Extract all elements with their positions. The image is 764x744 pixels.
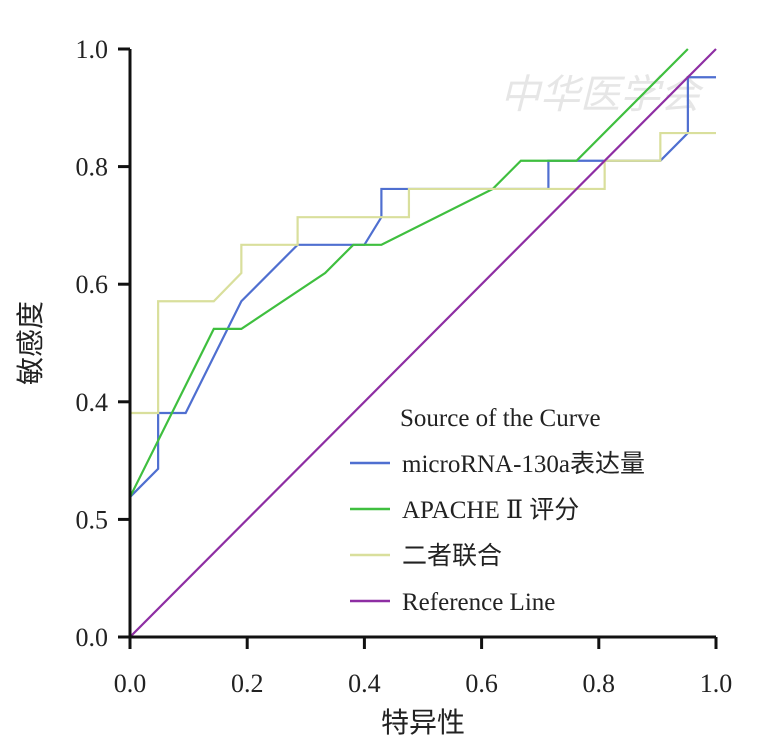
x-tick-label: 0.4 xyxy=(348,669,381,698)
legend-entry-1: APACHE Ⅱ 评分 xyxy=(402,496,579,524)
y-tick-label: 0.0 xyxy=(76,623,109,652)
x-tick-label: 1.0 xyxy=(700,669,733,698)
y-tick-label: 1.0 xyxy=(76,35,109,64)
axes: 0.0 0.2 0.4 0.6 0.8 1.0 0.0 0.5 0.4 0.6 0.8 1.0 xyxy=(76,35,733,698)
series-group xyxy=(129,48,717,638)
series-line-0 xyxy=(129,76,716,498)
y-tick-label: 0.4 xyxy=(76,388,109,417)
y-axis-title: 敏感度 xyxy=(14,301,47,385)
series-line-2 xyxy=(130,131,716,415)
series-line-3 xyxy=(129,48,717,638)
x-axis-title: 特异性 xyxy=(381,706,465,739)
y-tick-label: 0.6 xyxy=(76,270,109,299)
legend-entry-3: Reference Line xyxy=(402,589,555,616)
x-tick-label: 0.6 xyxy=(465,669,498,698)
legend-entry-0: microRNA-130a表达量 xyxy=(402,450,645,478)
legend-title: Source of the Curve xyxy=(400,405,601,432)
x-tick-label: 0.8 xyxy=(583,669,616,698)
y-tick-label: 0.5 xyxy=(76,505,109,534)
legend: Source of the Curve microRNA-130a表达量 APAC… xyxy=(350,405,645,616)
series-line-1 xyxy=(129,48,689,498)
legend-entry-2: 二者联合 xyxy=(402,542,502,570)
x-tick-label: 0.0 xyxy=(114,669,147,698)
watermark: 中华医学会 xyxy=(500,72,704,118)
x-tick-label: 0.2 xyxy=(231,669,264,698)
y-tick-label: 0.8 xyxy=(76,153,109,182)
